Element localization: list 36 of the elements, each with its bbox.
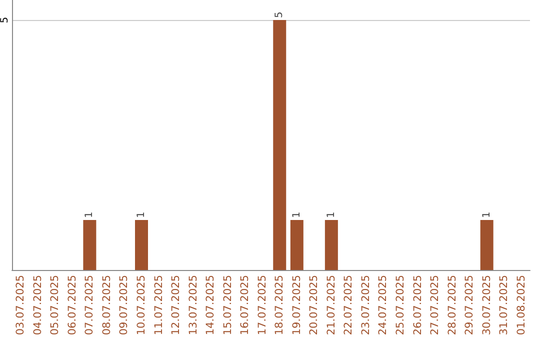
x-tick-label: 21.07.2025 [325, 275, 338, 336]
x-tick-label: 01.08.2025 [515, 275, 528, 336]
data-label: 5 [274, 12, 286, 18]
x-tick-label: 07.07.2025 [84, 275, 96, 336]
x-tick-label: 15.07.2025 [222, 275, 234, 336]
x-tick-label: 13.07.2025 [187, 275, 200, 336]
data-label: 1 [291, 212, 302, 218]
x-tick-label: 12.07.2025 [170, 275, 182, 336]
x-tick-label: 08.07.2025 [100, 275, 113, 336]
x-tick-label: 26.07.2025 [412, 275, 424, 336]
x-tick-label: 31.07.2025 [498, 275, 510, 336]
x-tick-label: 09.07.2025 [118, 275, 130, 336]
x-tick-label: 11.07.2025 [152, 275, 165, 336]
x-tick-label: 03.07.2025 [14, 275, 27, 336]
x-tick-label: 06.07.2025 [66, 275, 78, 336]
x-tick-label: 20.07.2025 [308, 275, 320, 336]
x-tick-label: 16.07.2025 [239, 275, 252, 336]
x-tick-label: 18.07.2025 [274, 275, 286, 336]
x-tick-label: 22.07.2025 [342, 275, 355, 336]
data-label: 1 [136, 212, 147, 218]
x-tick-label: 14.07.2025 [204, 275, 217, 336]
x-tick-label: 30.07.2025 [480, 275, 493, 336]
x-tick-label: 17.07.2025 [256, 275, 268, 336]
x-tick-label: 25.07.2025 [394, 275, 406, 336]
data-label: 1 [84, 212, 96, 218]
x-tick-label: 04.07.2025 [32, 275, 44, 336]
x-tick-label: 10.07.2025 [136, 275, 148, 336]
x-tick-label: 05.07.2025 [49, 275, 62, 336]
x-tick-label: 29.07.2025 [464, 275, 476, 336]
x-tick-label: 28.07.2025 [446, 275, 458, 336]
x-tick-label: 19.07.2025 [290, 275, 303, 336]
x-tick-label: 24.07.2025 [377, 275, 390, 336]
x-tick-label: 23.07.2025 [360, 275, 372, 336]
data-label: 1 [326, 212, 337, 218]
data-label: 1 [481, 212, 492, 218]
x-tick-label: 27.07.2025 [429, 275, 442, 336]
